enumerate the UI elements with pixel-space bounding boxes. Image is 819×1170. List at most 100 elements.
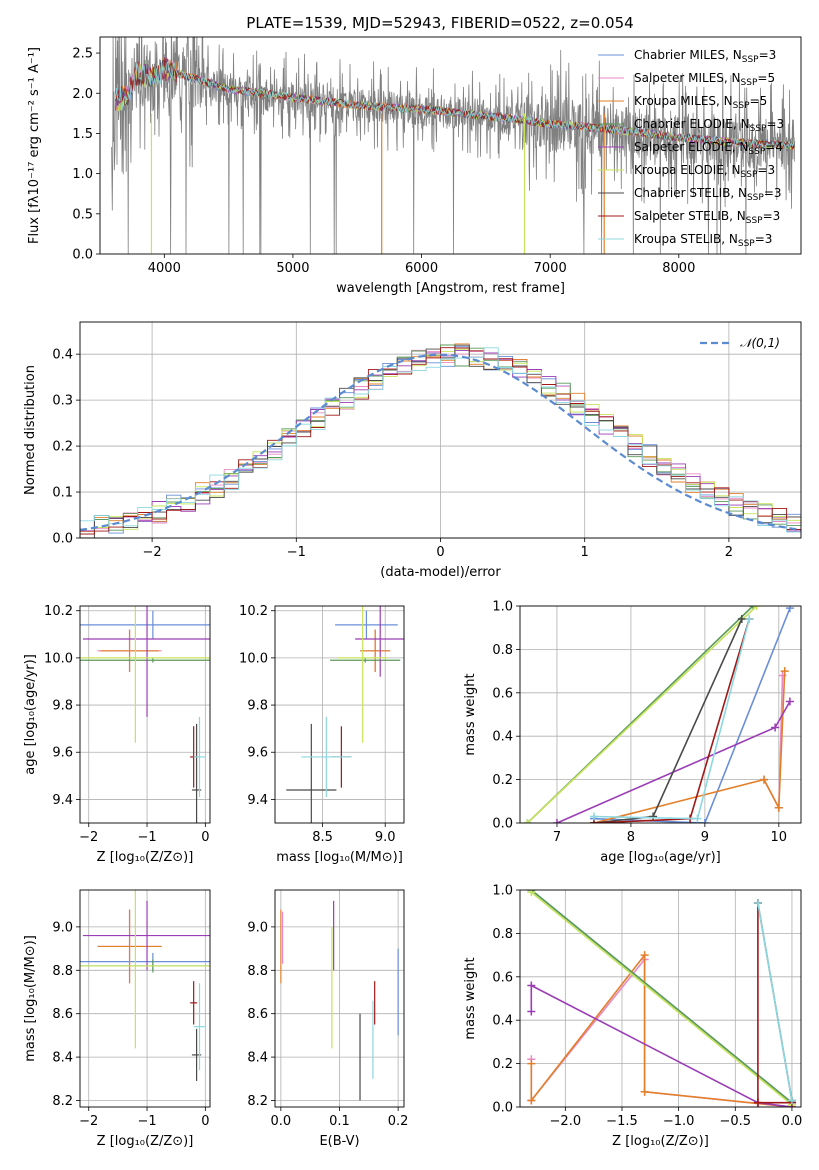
mass-weight-line	[526, 606, 758, 823]
age_vs_mass-frame	[274, 605, 405, 824]
y-axis-label: Normed distribution	[23, 365, 38, 495]
x-tick-label: 2	[725, 545, 733, 560]
age_vs_Z-plot-area	[80, 606, 210, 823]
y-tick-label: 0.0	[492, 1101, 513, 1116]
x-tick-label: −1.0	[663, 1114, 695, 1129]
weight_vs_age-frame	[519, 605, 802, 824]
mass-weight-marker	[752, 606, 761, 610]
y-tick-label: 8.8	[247, 964, 268, 979]
mass-weight-marker	[780, 667, 789, 676]
y-tick-label: 0.1	[52, 486, 73, 501]
mass_vs_ebv-axes: 0.0 0.1 0.2 8.2 8.4 8.6 8.8 9.0 E(B-V)	[247, 890, 408, 1149]
mass-weight-marker	[527, 981, 536, 990]
mass-weight-marker	[787, 1096, 796, 1105]
y-tick-label: 0.2	[492, 773, 513, 788]
mass_vs_ebv-frame	[274, 889, 405, 1108]
y-tick-label: 9.6	[52, 746, 73, 761]
x-tick-label: 6000	[405, 261, 438, 276]
y-tick-label: 0.4	[492, 1014, 513, 1029]
x-tick-label: 8000	[662, 261, 695, 276]
residual-histogram	[80, 347, 801, 533]
x-tick-label: 1	[581, 545, 589, 560]
x-tick-label: 8	[627, 830, 635, 845]
mass-weight-line	[530, 957, 792, 1107]
y-tick-label: 8.8	[52, 964, 73, 979]
y-tick-label: 2.0	[72, 87, 93, 102]
y-tick-label: 1.0	[72, 167, 93, 182]
legend-entry: Salpeter STELIB, NSSP=3	[634, 209, 780, 226]
mass-weight-marker	[753, 899, 762, 908]
y-tick-label: 0.2	[52, 440, 73, 455]
y-tick-label: 1.0	[492, 600, 513, 615]
legend-entry: Salpeter ELODIE, NSSP=4	[634, 140, 783, 157]
y-tick-label: 9.6	[247, 746, 268, 761]
x-tick-label: 0	[201, 830, 209, 845]
normal-curve	[80, 353, 801, 531]
mass_vs_Z-axes: −2 −1 0 8.2 8.4 8.6 8.8 9.0 Z [log₁₀(Z/Z⊙)] mass …	[23, 890, 210, 1149]
y-tick-label: 0.0	[492, 817, 513, 832]
mass-weight-marker	[774, 803, 783, 812]
y-axis-label: Flux [fλ10⁻¹⁷ erg cm⁻² s⁻¹ A⁻¹]	[27, 47, 42, 244]
residuals-frame	[79, 321, 802, 539]
legend-entry: Kroupa ELODIE, NSSP=3	[634, 163, 775, 180]
y-tick-label: 9.0	[52, 920, 73, 935]
x-axis-label: (data-model)/error	[380, 565, 501, 580]
y-tick-label: 10.2	[44, 604, 73, 619]
y-tick-label: 9.8	[52, 699, 73, 714]
y-axis-label: mass weight	[463, 957, 478, 1039]
y-tick-label: 2.5	[72, 47, 93, 62]
spectrum-axes: 4000 5000 6000 7000 8000 0.0 0.5 1.0 1.5 2.0 2.5 wa…	[27, 47, 695, 296]
mass-weight-marker	[589, 812, 598, 821]
x-tick-label: −2.0	[550, 1114, 582, 1129]
y-tick-label: 0.3	[52, 394, 73, 409]
x-tick-label: 0	[201, 1114, 209, 1129]
weight_vs_Z-axes: −2.0 −1.5 −1.0 −0.5 0.0 0.0 0.2 0.4 0.6 0.8 1.0 Z […	[463, 884, 802, 1150]
age_vs_mass-plot-area	[286, 606, 404, 823]
mass-weight-line	[530, 891, 793, 1106]
legend-entry: 𝒩(0,1)	[740, 336, 780, 350]
y-tick-label: 0.4	[492, 730, 513, 745]
y-tick-label: 8.2	[247, 1094, 268, 1109]
mass-weight-line	[757, 902, 793, 1101]
x-axis-label: E(B-V)	[319, 1134, 359, 1149]
x-tick-label: −1	[137, 1114, 156, 1129]
y-tick-label: 0.5	[72, 207, 93, 222]
mass_vs_ebv-plot-area	[280, 900, 399, 1101]
y-axis-label: age [log₁₀(age/yr)]	[23, 654, 38, 775]
mass-weight-marker	[753, 1098, 762, 1107]
residuals-plot-area	[80, 343, 801, 538]
x-axis-label: age [log₁₀(age/yr)]	[600, 850, 721, 865]
x-axis-label: Z [log₁₀(Z/Z⊙)]	[97, 850, 194, 865]
mass-weight-marker	[649, 812, 658, 821]
x-tick-label: 4000	[148, 261, 181, 276]
y-tick-label: 9.4	[52, 793, 73, 808]
y-tick-label: 0.4	[52, 348, 73, 363]
x-tick-label: 8.5	[312, 830, 333, 845]
y-tick-label: 8.6	[247, 1007, 268, 1022]
y-axis-label: mass [log₁₀(M/M⊙)]	[23, 935, 38, 1062]
x-tick-label: 0.1	[329, 1114, 350, 1129]
spectrum-frame	[99, 36, 802, 255]
y-tick-label: 8.4	[52, 1051, 73, 1066]
y-tick-label: 8.4	[247, 1051, 268, 1066]
mass-weight-line	[593, 671, 786, 823]
age_vs_Z-frame	[79, 605, 211, 824]
y-tick-label: 8.6	[52, 1007, 73, 1022]
y-tick-label: 0.8	[492, 643, 513, 658]
x-tick-label: 0.0	[271, 1114, 292, 1129]
x-axis-label: Z [log₁₀(Z/Z⊙)]	[612, 1134, 709, 1149]
x-tick-label: 7000	[534, 261, 567, 276]
mass-weight-marker	[785, 606, 794, 613]
x-tick-label: 9.0	[375, 830, 396, 845]
weight_vs_Z-plot-area	[527, 890, 796, 1107]
y-tick-label: 0.0	[52, 532, 73, 547]
mass-weight-marker	[640, 1087, 649, 1096]
age_vs_Z-axes: −2 −1 0 9.4 9.6 9.8 10.0 10.2 Z [log₁₀(Z/Z⊙)] age…	[23, 604, 210, 865]
x-tick-label: 9	[701, 830, 709, 845]
x-axis-label: wavelength [Angstrom, rest frame]	[336, 281, 565, 296]
mass-weight-marker	[523, 819, 532, 823]
mass-weight-marker	[745, 615, 754, 624]
mass-weight-marker	[785, 697, 794, 706]
mass-weight-marker	[640, 951, 649, 960]
y-tick-label: 0.2	[492, 1057, 513, 1072]
